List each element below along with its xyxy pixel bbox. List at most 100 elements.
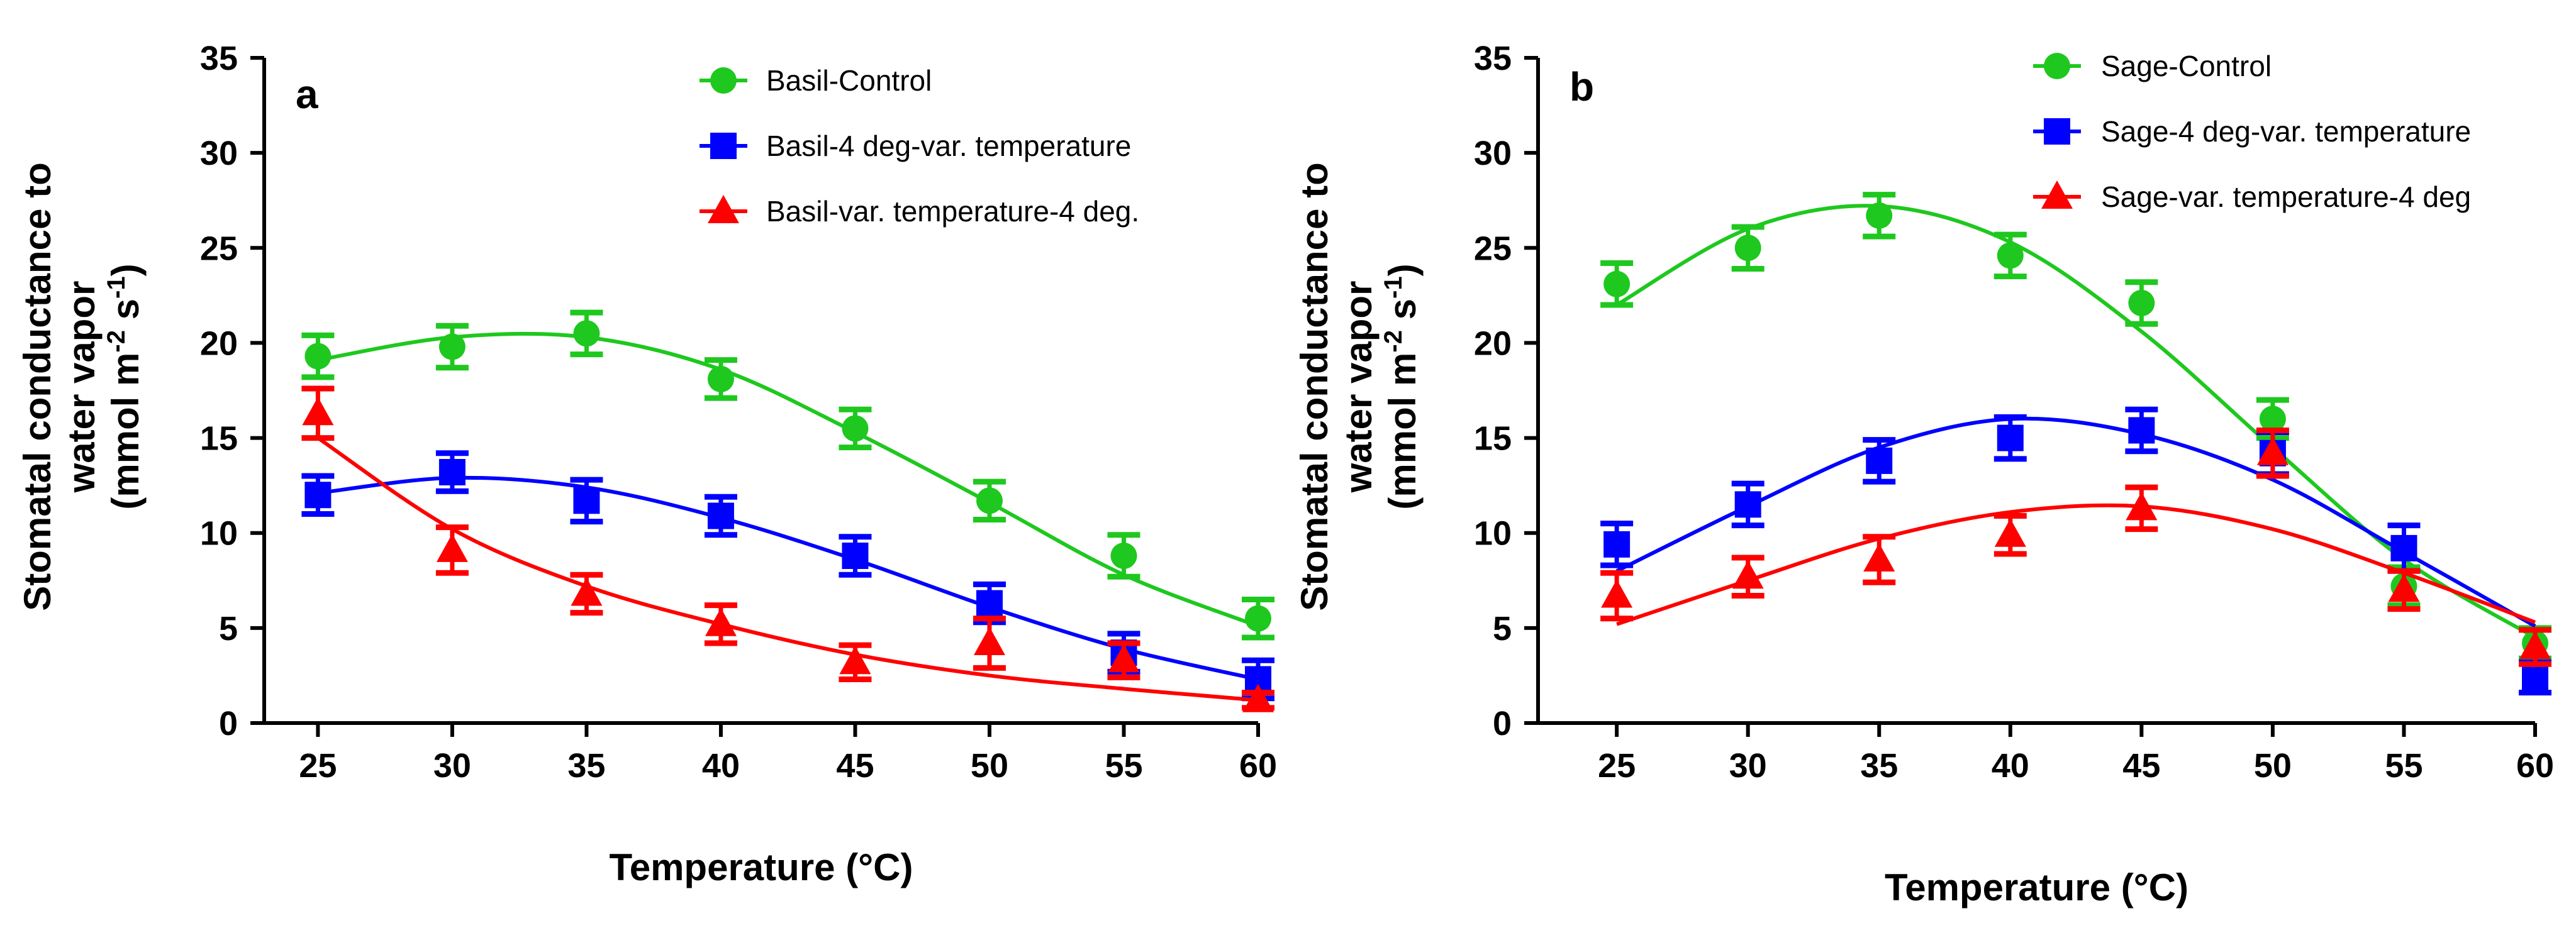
y-tick-label: 25 [200, 229, 238, 267]
x-tick-label: 30 [433, 747, 471, 785]
legend-label: Sage-4 deg-var. temperature [2101, 115, 2471, 148]
y-axis-title-line-1: Stomatal conductance to [1293, 162, 1335, 610]
legend-label: Sage-Control [2101, 50, 2272, 82]
y-tick-label: 35 [200, 40, 238, 77]
x-tick-label: 30 [1729, 747, 1767, 785]
data-point [2256, 436, 2289, 465]
data-point [1866, 447, 1893, 474]
data-point [2522, 664, 2548, 691]
chart-panel-b: 0 5 10 15 20 25 30 35 25 30 35 40 45 50 55 60 Temperatur… [1293, 40, 2554, 909]
x-tick-label: 35 [567, 747, 605, 785]
series-3 [301, 385, 1274, 712]
data-point [976, 590, 1003, 617]
data-point [1603, 531, 1631, 558]
legend: Basil-Control Basil-4 deg-var. temperatur… [700, 64, 1139, 228]
x-tick-label: 25 [299, 747, 337, 785]
y-tick-label: 10 [200, 515, 238, 553]
data-point [438, 333, 466, 360]
fit-curve [316, 436, 1259, 702]
data-point [571, 577, 603, 606]
y-tick-label: 20 [200, 324, 238, 362]
data-point [1732, 560, 1764, 589]
y-tick-label: 0 [219, 705, 238, 743]
x-axis-title: Temperature (°C) [1885, 866, 2188, 909]
data-point [438, 458, 466, 485]
data-point [2128, 289, 2155, 316]
fit-curve [1616, 503, 2536, 626]
data-point [2128, 417, 2155, 444]
panel-letter: b [1570, 64, 1594, 109]
y-tick-label: 30 [1474, 135, 1512, 172]
y-tick-label: 10 [1474, 515, 1512, 553]
x-tick-label: 45 [2122, 747, 2160, 785]
y-axis-title-units: (mmol m-2 s-1) [103, 263, 147, 509]
panel-letter: a [296, 72, 318, 117]
data-point [1997, 424, 2024, 451]
y-tick-label: 25 [1474, 229, 1512, 267]
data-point [1245, 605, 1271, 632]
legend-marker [2044, 118, 2070, 145]
data-point [2126, 492, 2158, 521]
x-tick-label: 60 [2516, 747, 2554, 785]
data-point [1863, 543, 1895, 572]
y-tick-label: 30 [200, 135, 238, 172]
data-point [707, 502, 734, 529]
data-point [302, 397, 334, 426]
series-2 [301, 450, 1274, 702]
fit-curve [317, 331, 1259, 628]
y-tick-label: 5 [1493, 610, 1512, 648]
fit-curve [1615, 204, 2536, 639]
y-tick-label: 15 [1474, 420, 1512, 458]
data-point [573, 320, 600, 347]
x-tick-label: 40 [1992, 747, 2029, 785]
x-tick-label: 45 [836, 747, 874, 785]
y-tick-label: 5 [219, 610, 238, 648]
y-tick-label: 15 [200, 420, 238, 458]
legend: Sage-Control Sage-4 deg-var. temperature S… [2033, 50, 2471, 213]
data-point [1108, 644, 1140, 673]
data-point [973, 627, 1005, 656]
series-1 [301, 309, 1274, 641]
data-point [2519, 631, 2551, 660]
data-point [304, 343, 332, 370]
data-point [304, 482, 332, 509]
data-point [1866, 202, 1893, 229]
data-point [2390, 534, 2417, 561]
x-tick-label: 35 [1860, 747, 1898, 785]
y-tick-label: 20 [1474, 324, 1512, 362]
data-point [842, 542, 869, 569]
data-point [842, 415, 869, 442]
legend-label: Basil-4 deg-var. temperature [766, 130, 1131, 162]
legend-label: Basil-Control [766, 64, 932, 97]
data-point [707, 365, 734, 392]
y-tick-label: 35 [1474, 40, 1512, 77]
data-point [839, 646, 871, 675]
data-point [1734, 235, 1761, 262]
y-axis-title-line-2: water vapor [60, 281, 103, 494]
legend-marker [708, 195, 739, 223]
series-2 [1600, 406, 2551, 696]
data-point [573, 487, 600, 514]
data-point [436, 533, 468, 562]
data-point [1110, 542, 1137, 569]
legend-marker [710, 67, 737, 94]
y-axis-title-units: (mmol m-2 s-1) [1380, 263, 1424, 509]
data-point [1997, 242, 2024, 269]
x-tick-label: 50 [2254, 747, 2292, 785]
data-point [705, 607, 737, 636]
legend-marker [2041, 180, 2073, 209]
data-point [1994, 518, 2026, 547]
x-axis-title: Temperature (°C) [610, 846, 913, 888]
y-axis-title-line-2: water vapor [1337, 281, 1380, 494]
y-axis-title-line-1: Stomatal conductance to [16, 162, 59, 610]
data-point [2259, 406, 2286, 433]
x-tick-label: 25 [1598, 747, 1636, 785]
series-3 [1600, 427, 2551, 667]
data-point [1603, 270, 1631, 297]
legend-label: Sage-var. temperature-4 deg [2101, 180, 2471, 213]
data-point [2388, 573, 2420, 602]
data-point [1242, 683, 1274, 712]
data-point [1601, 579, 1633, 608]
x-tick-label: 50 [971, 747, 1008, 785]
